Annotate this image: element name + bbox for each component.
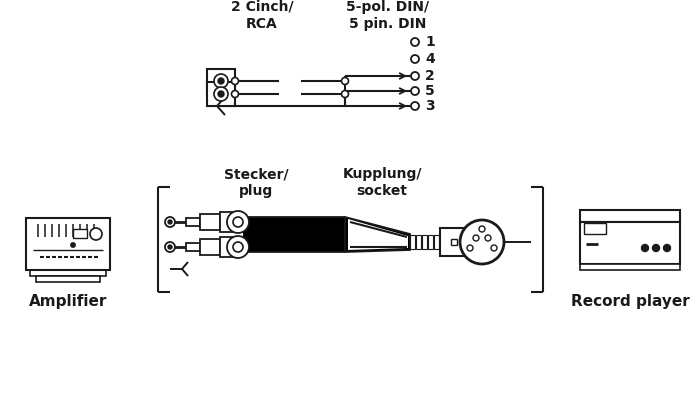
Bar <box>200 239 220 255</box>
Bar <box>584 223 606 234</box>
Bar <box>434 235 439 249</box>
Bar <box>26 218 110 270</box>
Circle shape <box>479 226 485 232</box>
Polygon shape <box>348 219 408 250</box>
Circle shape <box>460 220 504 264</box>
Bar <box>200 214 220 230</box>
Bar <box>416 235 421 249</box>
Bar <box>220 212 238 232</box>
Circle shape <box>71 243 75 247</box>
Circle shape <box>165 217 175 227</box>
Circle shape <box>641 245 648 252</box>
Bar <box>422 235 427 249</box>
Circle shape <box>218 91 224 97</box>
Circle shape <box>168 245 172 249</box>
Circle shape <box>473 235 479 241</box>
Circle shape <box>232 91 239 98</box>
Bar <box>30 270 106 276</box>
Circle shape <box>411 87 419 95</box>
Bar <box>440 228 468 256</box>
Text: 2 Cinch/
RCA: 2 Cinch/ RCA <box>230 0 293 31</box>
Circle shape <box>227 211 249 233</box>
Circle shape <box>411 38 419 46</box>
Text: 1: 1 <box>425 35 435 49</box>
Circle shape <box>227 236 249 258</box>
Circle shape <box>485 235 491 241</box>
Text: Stecker/
plug: Stecker/ plug <box>223 167 288 198</box>
Bar <box>73 229 87 238</box>
Bar <box>186 218 200 226</box>
Circle shape <box>653 245 660 252</box>
Bar <box>220 237 238 257</box>
Circle shape <box>90 228 102 240</box>
Bar <box>207 69 235 93</box>
Bar <box>451 239 457 245</box>
Circle shape <box>411 102 419 110</box>
Circle shape <box>664 245 671 252</box>
Bar <box>580 264 680 270</box>
Bar <box>580 222 680 264</box>
Circle shape <box>341 91 348 98</box>
Circle shape <box>411 55 419 63</box>
Circle shape <box>214 74 228 88</box>
Text: 4: 4 <box>425 52 435 66</box>
Text: 5-pol. DIN/
5 pin. DIN: 5-pol. DIN/ 5 pin. DIN <box>346 0 429 31</box>
Circle shape <box>467 245 473 251</box>
Circle shape <box>218 78 224 84</box>
Text: Amplifier: Amplifier <box>29 294 107 309</box>
Circle shape <box>491 245 497 251</box>
Bar <box>580 210 680 222</box>
Bar <box>243 217 345 252</box>
Circle shape <box>168 220 172 224</box>
Text: Record player: Record player <box>571 294 690 309</box>
Circle shape <box>233 217 243 227</box>
Bar <box>428 235 433 249</box>
Circle shape <box>233 242 243 252</box>
Circle shape <box>165 242 175 252</box>
Text: 2: 2 <box>425 69 435 83</box>
Circle shape <box>341 77 348 85</box>
Bar <box>410 235 415 249</box>
Circle shape <box>232 77 239 85</box>
Circle shape <box>214 87 228 101</box>
Text: Kupplung/
socket: Kupplung/ socket <box>342 167 422 198</box>
Bar <box>186 243 200 251</box>
Bar <box>36 276 100 282</box>
Text: 5: 5 <box>425 84 435 98</box>
Polygon shape <box>345 217 410 252</box>
Text: 3: 3 <box>425 99 435 113</box>
Circle shape <box>411 72 419 80</box>
Bar <box>207 82 235 106</box>
